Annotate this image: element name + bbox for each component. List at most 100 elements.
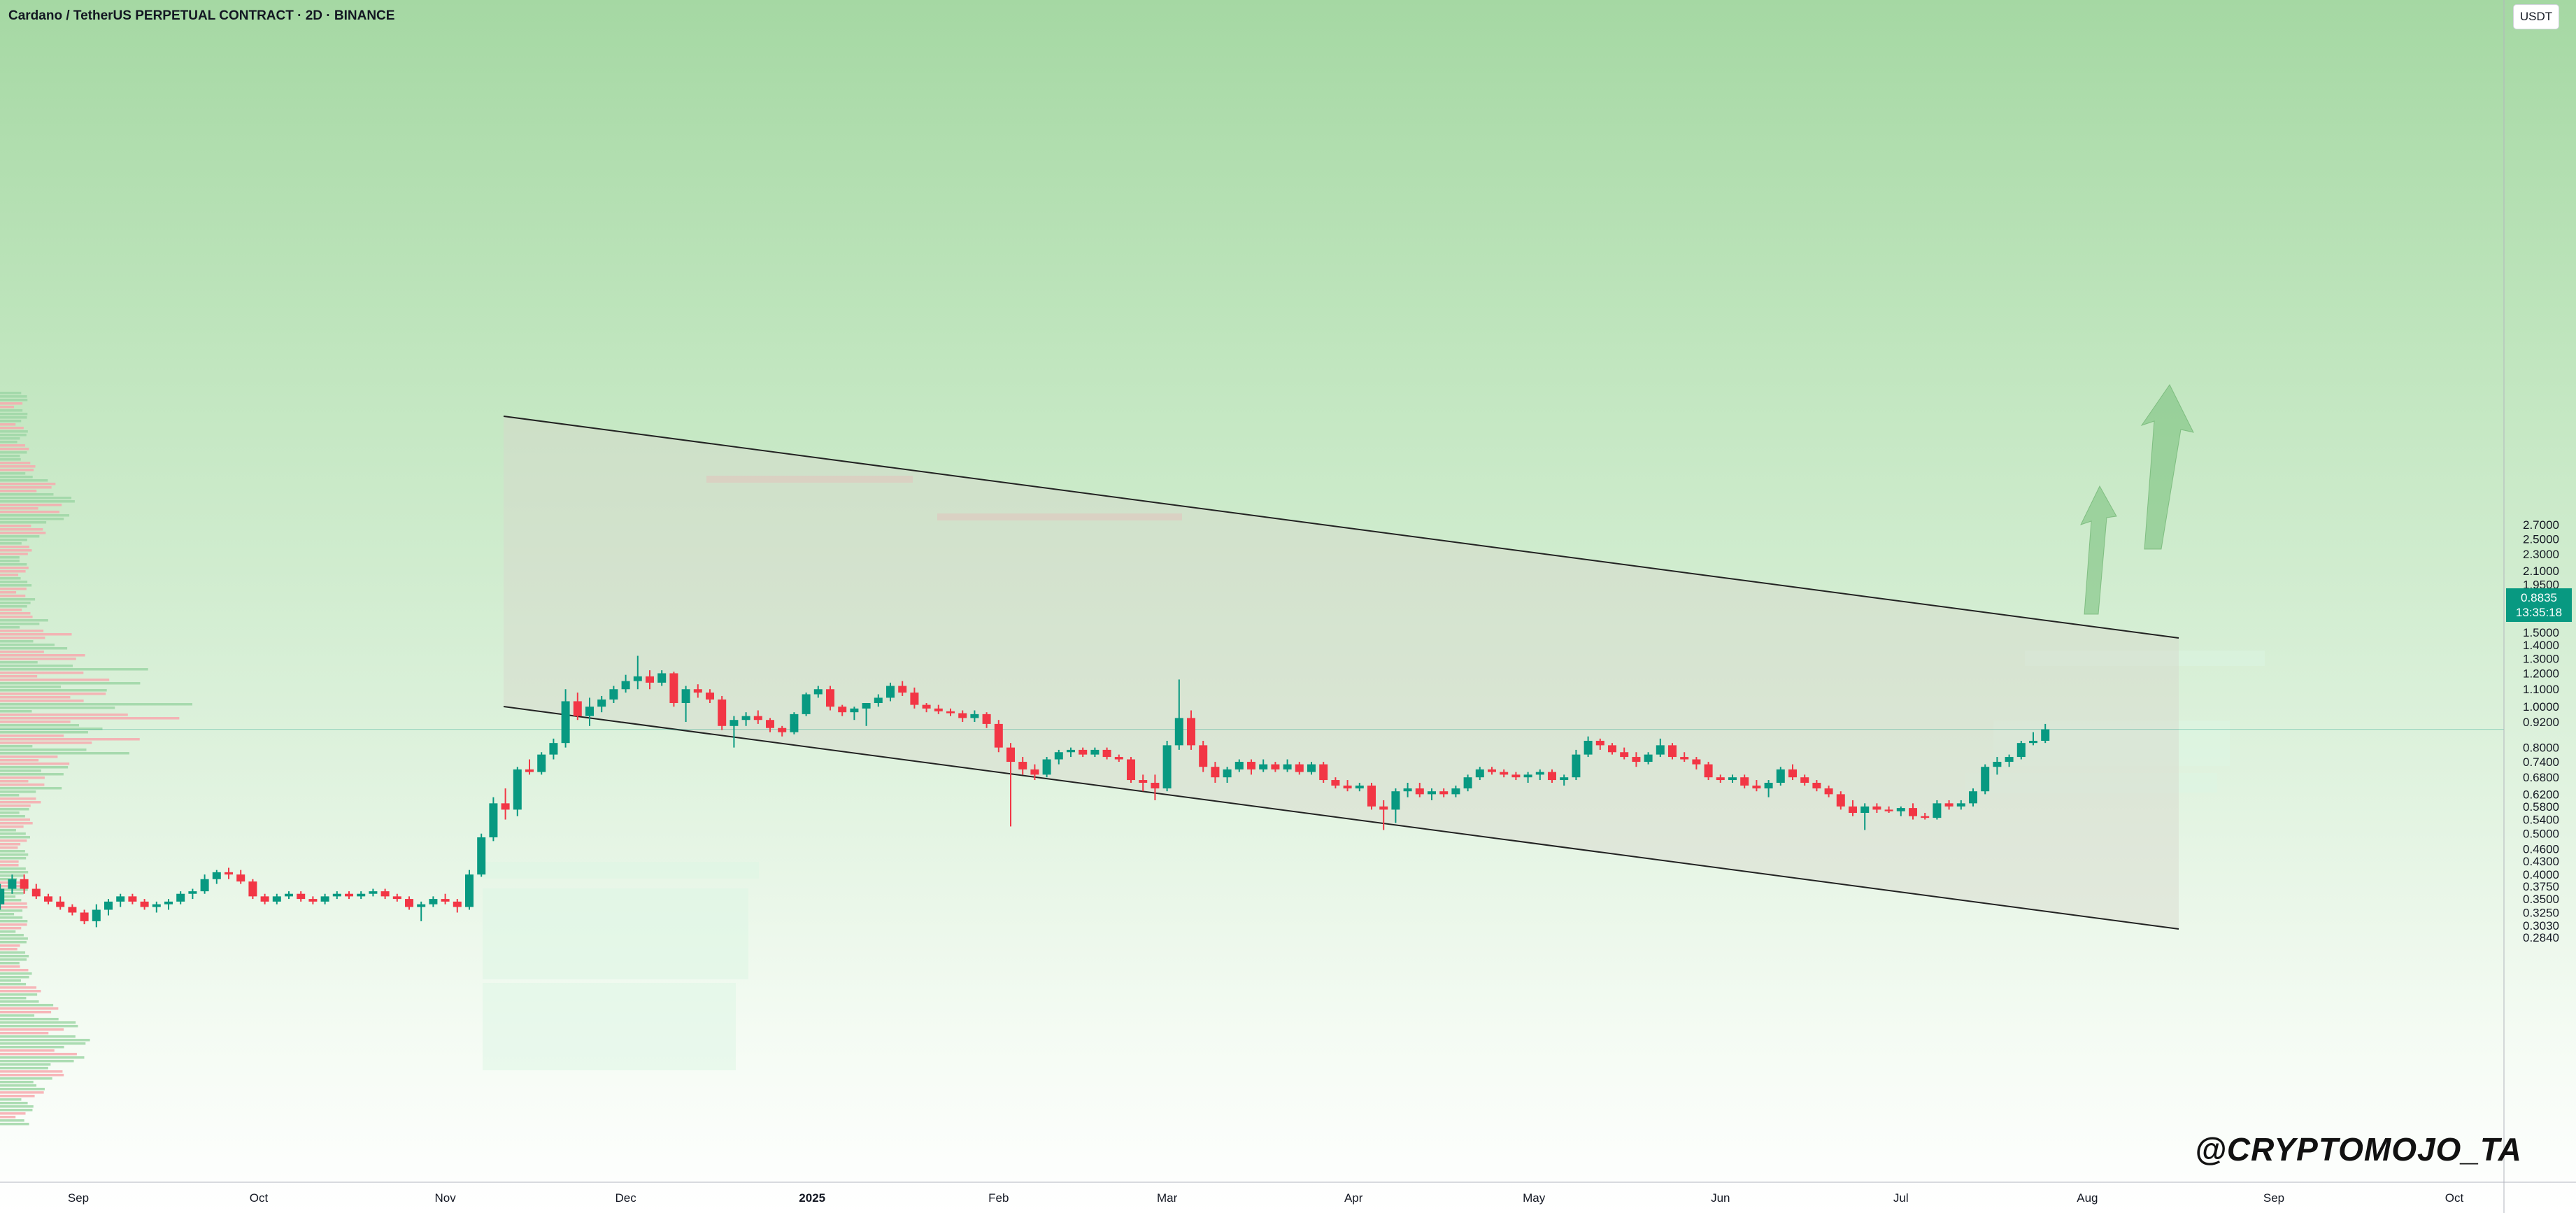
volume-profile-bar xyxy=(0,825,24,828)
candle-bearish xyxy=(1836,794,1845,807)
volume-profile-bar xyxy=(0,689,107,692)
volume-profile-bar xyxy=(0,476,33,478)
candle-bullish xyxy=(1764,782,1773,789)
x-tick-label: Jun xyxy=(1711,1191,1730,1205)
channel-lower-line xyxy=(503,706,2179,930)
volume-profile-bar xyxy=(0,504,62,506)
candle-bearish xyxy=(56,901,65,907)
volume-profile-bar xyxy=(0,647,68,650)
candle-bearish xyxy=(1884,809,1893,811)
supply-zone xyxy=(706,476,913,483)
volume-profile-bar xyxy=(0,535,40,538)
candle-bullish xyxy=(1067,749,1075,753)
candle-bearish xyxy=(1079,749,1088,755)
volume-profile-bar xyxy=(0,675,38,678)
volume-profile-bar xyxy=(0,567,29,569)
volume-profile-bar xyxy=(0,416,27,419)
volume-profile-bar xyxy=(0,829,16,832)
candle-bullish xyxy=(1403,788,1412,792)
volume-profile-bar xyxy=(0,934,24,937)
candle-bearish xyxy=(1247,762,1255,769)
volume-profile-bar xyxy=(0,951,26,954)
volume-profile-bar xyxy=(0,1042,86,1045)
volume-profile-bar xyxy=(0,703,192,706)
candle-bearish xyxy=(1620,752,1629,758)
volume-profile-bar xyxy=(0,609,22,611)
volume-profile-bar xyxy=(0,521,47,524)
candle-bullish xyxy=(1428,791,1436,795)
candle-bearish xyxy=(225,872,233,875)
author-watermark: @CRYPTOMOJO_TA xyxy=(2195,1131,2522,1168)
candle-bullish xyxy=(1090,749,1100,755)
volume-profile-bar xyxy=(0,570,26,573)
candle-bearish xyxy=(1187,718,1195,746)
volume-profile-bar xyxy=(0,469,34,471)
volume-profile-bar xyxy=(0,420,22,423)
volume-profile-bar xyxy=(0,972,32,975)
candle-bullish xyxy=(790,714,799,732)
candle-bearish xyxy=(1595,740,1604,746)
volume-profile-bar xyxy=(0,843,21,846)
demand-zone xyxy=(483,862,759,879)
volume-profile-bar xyxy=(0,483,56,485)
volume-profile-bar xyxy=(0,1039,90,1042)
volume-profile-bar xyxy=(0,525,31,527)
candle-bullish xyxy=(1451,788,1460,795)
volume-profile-bar xyxy=(0,637,45,639)
candle-bullish xyxy=(92,909,101,921)
candle-bearish xyxy=(1500,772,1509,775)
volume-profile-bar xyxy=(0,679,110,681)
candle-bullish xyxy=(1054,752,1063,760)
candle-bearish xyxy=(20,879,29,889)
volume-profile-bar xyxy=(0,451,27,454)
currency-badge[interactable]: USDT xyxy=(2513,4,2559,29)
volume-profile-bar xyxy=(0,560,20,562)
volume-profile-bar xyxy=(0,658,76,660)
volume-profile-bar xyxy=(0,944,20,947)
y-tick-label: 0.3750 xyxy=(2523,880,2559,893)
candle-bearish xyxy=(248,881,257,897)
volume-profile-bar xyxy=(0,787,62,790)
volume-profile-bar xyxy=(0,409,23,412)
candle-bearish xyxy=(1114,757,1123,760)
x-tick-label: Nov xyxy=(434,1191,456,1205)
candle-bearish xyxy=(1151,782,1160,789)
x-tick-label: Jul xyxy=(1893,1191,1909,1205)
candle-bullish xyxy=(417,904,426,907)
volume-profile-bar xyxy=(0,700,84,702)
volume-profile-bar xyxy=(0,986,37,989)
volume-profile-bar xyxy=(0,423,16,426)
candle-bullish xyxy=(741,716,750,721)
volume-profile-bar xyxy=(0,871,29,874)
volume-profile-bar xyxy=(0,731,88,734)
volume-profile-bar xyxy=(0,486,52,489)
candle-bullish xyxy=(681,689,690,704)
volume-profile-bar xyxy=(0,598,36,601)
y-tick-label: 1.0000 xyxy=(2523,700,2559,714)
candle-bearish xyxy=(718,699,727,726)
candle-bearish xyxy=(1415,788,1424,795)
volume-profile-bar xyxy=(0,623,40,625)
volume-profile-bar xyxy=(0,1084,37,1087)
volume-profile-bar xyxy=(0,857,27,860)
volume-profile-bar xyxy=(0,742,92,744)
candle-bearish xyxy=(405,899,413,907)
y-tick-label: 1.1000 xyxy=(2523,683,2559,696)
candle-bullish xyxy=(1234,762,1244,769)
candle-bullish xyxy=(1223,769,1232,778)
volume-profile-bar xyxy=(0,759,39,762)
volume-profile-bar xyxy=(0,497,72,499)
y-tick-label: 1.2000 xyxy=(2523,667,2559,680)
candle-bullish xyxy=(537,754,546,772)
volume-profile-bar xyxy=(0,762,70,765)
x-tick-label: Oct xyxy=(2445,1191,2464,1205)
projection-arrow-large xyxy=(2140,384,2194,550)
x-tick-label: Sep xyxy=(68,1191,89,1205)
volume-profile-bar xyxy=(0,1095,35,1098)
candle-bearish xyxy=(1716,777,1725,781)
volume-profile-bar xyxy=(0,644,55,646)
candle-bearish xyxy=(1211,767,1220,778)
volume-profile-bar xyxy=(0,948,17,951)
candle-bearish xyxy=(922,704,931,709)
